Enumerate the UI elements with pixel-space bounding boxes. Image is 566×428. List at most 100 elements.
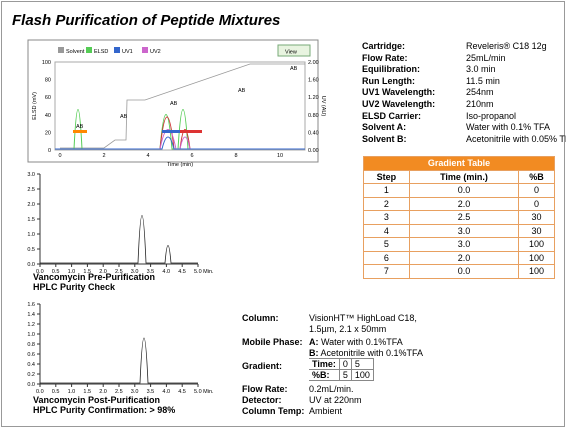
x-tick-label: 1.0 [68, 269, 76, 273]
table-cell: 2.5 [408, 210, 520, 225]
table-cell: 100 [518, 250, 555, 265]
table-cell: 100 [518, 237, 555, 252]
table-cell: 0.0 [408, 264, 520, 279]
table-row: 7 0.0 100 [363, 264, 555, 279]
x-tick-label: 0.0 [36, 389, 44, 393]
table-title: Gradient Table [363, 156, 555, 171]
label: Detector: [242, 395, 282, 405]
param-value: Reveleris® C18 12g [466, 41, 547, 51]
table-cell: 3.0 [408, 223, 520, 238]
x-tick-label: 4.5 [178, 269, 186, 273]
table-row: 2 2.0 0 [363, 196, 555, 211]
y-tick-label: 1.0 [27, 232, 35, 238]
param-value: Iso-propanol [466, 110, 517, 121]
y2-tick-label: 0.40 [308, 130, 319, 136]
view-button[interactable] [277, 44, 311, 57]
chromatogram [40, 337, 198, 384]
legend-swatch [58, 47, 64, 53]
gradient-mini-table: Time: 0 5 %B: 5 100 [309, 358, 374, 381]
table-cell: 7 [363, 264, 410, 279]
y-tick-label: 1.0 [27, 332, 35, 338]
table-cell: 2.0 [408, 250, 520, 265]
x-tick-label: 2.5 [115, 389, 123, 393]
table-cell: 30 [518, 223, 555, 238]
y2-axis-label: UV (AU) [320, 96, 326, 117]
post-chart: 1.6 1.4 1.2 1.0 0.8 0.6 0.4 0.2 0.00.0 0.5 1.0 1.5 2… [27, 302, 214, 393]
value: UV at 220nm [309, 395, 362, 405]
y-tick-label: 0.0 [27, 262, 35, 268]
x-tick-label: 4.5 [178, 389, 186, 393]
caption: Vancomycin Pre-Purification [33, 272, 156, 282]
y2-tick-label: 0.00 [308, 148, 319, 154]
value: VisionHT™ HighLoad C18, [309, 313, 417, 323]
x-tick-label: 4.0 [162, 389, 170, 393]
param-value: 3.0 min [466, 64, 496, 75]
caption: Vancomycin Post-Purification [33, 395, 161, 405]
y-tick-label: 2.5 [27, 187, 35, 193]
legend-label: Solvent % [66, 49, 91, 55]
column-header: %B [518, 169, 555, 184]
table-cell: 1 [363, 183, 410, 198]
x-tick-label: 4 [146, 153, 149, 159]
caption: HPLC Purity Confirmation: > 98% [33, 405, 176, 415]
table-cell: 5 [363, 237, 410, 252]
fraction-bar [162, 130, 180, 133]
x-tick-label: 1.5 [83, 269, 91, 273]
param-value: 210nm [466, 99, 494, 109]
value: 0.2mL/min. [309, 384, 354, 394]
x-tick-label: 3.5 [147, 269, 155, 273]
table-cell: 2.0 [408, 196, 520, 211]
y2-tick-label: 0.80 [308, 113, 319, 119]
y-axis-label: ELSD (mV) [32, 92, 38, 120]
param-label: UV2 Wavelength: [362, 99, 436, 109]
elsd-trace [55, 109, 305, 150]
x-axis-label: Time (min) [167, 162, 193, 168]
table-row: 3 2.5 30 [363, 210, 555, 225]
x-tick-label: 6 [190, 153, 193, 159]
y2-tick-label: 1.20 [308, 95, 319, 101]
label: Mobile Phase: [242, 337, 303, 347]
legend-label: UV2 [150, 49, 161, 55]
x-tick-label: 1.5 [83, 389, 91, 393]
y-tick-label: 0.2 [27, 372, 35, 378]
y-tick-label: 1.6 [27, 302, 35, 308]
prefix: B: [309, 348, 319, 358]
prefix: A: [309, 337, 319, 347]
param-label: Equilibration: [362, 64, 420, 75]
y-tick-label: 0.6 [27, 352, 35, 358]
y-tick-label: 80 [45, 78, 51, 84]
y-tick-label: 40 [45, 113, 51, 119]
y-tick-label: 3.0 [27, 172, 35, 178]
value: A: Water with 0.1%TFA [309, 337, 403, 347]
param-value: 254nm [466, 87, 494, 98]
param-label: ELSD Carrier: [362, 110, 422, 121]
param-label: UV1 Wavelength: [362, 87, 436, 98]
param-label: Cartridge: [362, 41, 406, 51]
annotation: AB [120, 114, 128, 120]
table-cell: 0 [338, 358, 352, 370]
y-tick-label: 1.4 [27, 312, 35, 318]
x-tick-label: 2.0 [99, 269, 107, 273]
y-tick-label: 1.5 [27, 217, 35, 223]
table-cell: 5 [338, 369, 352, 381]
param-label: Run Length: [362, 75, 415, 86]
table-cell: 5 [350, 358, 374, 370]
text: Acetonitrile with 0.1%TFA [320, 348, 424, 358]
y-tick-label: 0.0 [27, 382, 35, 388]
table-cell: %B: [309, 369, 340, 381]
gradient-table: Gradient Table Step Time (min.) %B 1 0.0 0 2 2… [363, 156, 555, 279]
table-cell: 0 [518, 183, 555, 198]
table-cell: Time: [309, 358, 340, 370]
table-cell: 3.0 [408, 237, 520, 252]
column-header: Time (min.) [408, 169, 520, 184]
annotation: AB [170, 101, 178, 107]
x-tick-label: 0.5 [52, 389, 60, 393]
label: Flow Rate: [242, 384, 288, 394]
uv1-trace [55, 136, 305, 150]
x-tick-label: 8 [234, 153, 237, 159]
param-label: Solvent B: [362, 133, 407, 144]
button-label: View [285, 50, 297, 56]
text: Water with 0.1%TFA [321, 337, 403, 347]
y2-tick-label: 2.00 [308, 60, 319, 66]
